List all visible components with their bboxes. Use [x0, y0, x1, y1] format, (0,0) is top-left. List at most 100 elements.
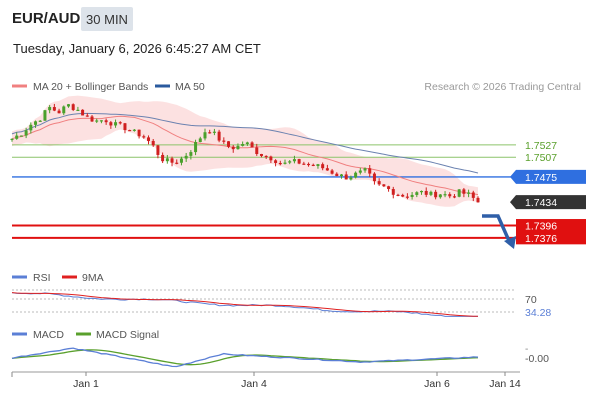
candle-body — [95, 120, 99, 122]
candle-body — [34, 121, 38, 125]
candle-body — [443, 194, 447, 196]
forecast-arrow — [482, 214, 512, 244]
candle-body — [330, 170, 334, 174]
candle-body — [438, 194, 442, 198]
candle-body — [227, 141, 231, 147]
resistance-label: 1.7507 — [525, 152, 557, 164]
candle-body — [297, 159, 301, 164]
candle-body — [283, 162, 287, 164]
candle-body — [358, 170, 362, 173]
candle-body — [128, 130, 132, 132]
macd-line — [11, 347, 479, 368]
candle-body — [368, 168, 372, 174]
chart-header: EUR/AUD 30 MIN Tuesday, January 6, 2026 … — [0, 0, 590, 70]
ma20-line — [11, 115, 479, 196]
candle-body — [339, 174, 343, 177]
candle-body — [424, 190, 428, 195]
datetime-label: Tuesday, January 6, 2026 6:45:27 AM CET — [13, 41, 261, 56]
candle-body — [10, 138, 14, 141]
candle-body — [452, 196, 456, 198]
candle-body — [109, 122, 113, 126]
candle-body — [344, 174, 348, 180]
candle-body — [212, 131, 216, 133]
candle-body — [250, 142, 254, 148]
candle-body — [236, 145, 240, 150]
candle-body — [288, 161, 292, 163]
copyright-text: Research © 2026 Trading Central — [424, 81, 581, 93]
candle-body — [420, 190, 424, 193]
candle-body — [307, 163, 311, 166]
candle-body — [81, 109, 85, 116]
rsi-legend-label: RSI — [33, 272, 51, 284]
candle-body — [24, 130, 28, 136]
resistance-label: 1.7527 — [525, 140, 557, 152]
macd-lines — [11, 347, 479, 368]
forecast-arrowhead — [504, 236, 516, 249]
candle-body — [19, 135, 23, 137]
signal-legend-label: MACD Signal — [96, 329, 159, 341]
ma20-legend-label: MA 20 + Bollinger Bands — [33, 81, 148, 93]
candle-body — [48, 107, 52, 111]
candle-body — [462, 189, 466, 194]
candle-body — [43, 110, 47, 121]
candle-body — [118, 122, 122, 124]
candle-body — [90, 116, 94, 122]
target-label: 1.7376 — [525, 233, 557, 245]
macd-signal-line — [11, 349, 479, 366]
candle-body — [311, 164, 315, 167]
pivot-tag — [510, 169, 586, 184]
bollinger-band — [12, 95, 478, 207]
bollinger-band-area — [12, 95, 478, 207]
candle-body — [123, 123, 127, 131]
candle-body — [278, 162, 282, 165]
candle-body — [377, 181, 381, 185]
candle-body — [471, 192, 475, 198]
x-tick-label: Jan 1 — [73, 378, 99, 390]
rsi-lines — [11, 292, 479, 317]
candle-body — [292, 159, 296, 162]
candle-body — [363, 168, 367, 171]
candle-body — [231, 146, 235, 150]
candle-body — [175, 162, 179, 164]
candle-body — [457, 189, 461, 197]
candle-body — [467, 192, 471, 194]
candle-body — [405, 196, 409, 198]
candle-body — [38, 120, 42, 122]
candle-body — [382, 184, 386, 187]
candle-body — [62, 106, 66, 114]
candle-body — [165, 158, 169, 162]
candle-body — [429, 191, 433, 195]
moving-averages — [11, 112, 479, 196]
candle-body — [217, 131, 221, 141]
candle-body — [349, 177, 353, 180]
candle-body — [198, 138, 202, 143]
level-lines — [12, 144, 516, 239]
timeframe-badge[interactable]: 30 MIN — [81, 7, 133, 31]
x-axis-ticks: Jan 1 Jan 4 Jan 6 Jan 14 — [73, 372, 521, 390]
candle-body — [415, 192, 419, 195]
candle-body — [448, 194, 452, 197]
candle-body — [156, 145, 160, 155]
candle-body — [132, 129, 136, 131]
candle-body — [170, 158, 174, 163]
candle-body — [194, 142, 198, 153]
rsi-ma9-line — [11, 292, 479, 317]
pivot-label: 1.7475 — [525, 172, 557, 184]
macd-tick-mark: - — [525, 344, 528, 355]
candle-body — [259, 153, 263, 156]
candle-body — [179, 158, 183, 163]
candle-body — [325, 168, 329, 171]
candle-body — [161, 154, 165, 162]
x-tick-label: Jan 6 — [424, 378, 450, 390]
candle-body — [15, 135, 19, 139]
target-tag — [516, 219, 586, 233]
candle-body — [147, 137, 151, 141]
candle-body — [354, 172, 358, 178]
candle-body — [274, 160, 278, 163]
candle-body — [76, 109, 80, 112]
candle-body — [151, 140, 155, 146]
candle-body — [99, 120, 103, 122]
candle-body — [222, 140, 226, 142]
candle-body — [316, 164, 320, 167]
candle-body — [302, 163, 306, 165]
